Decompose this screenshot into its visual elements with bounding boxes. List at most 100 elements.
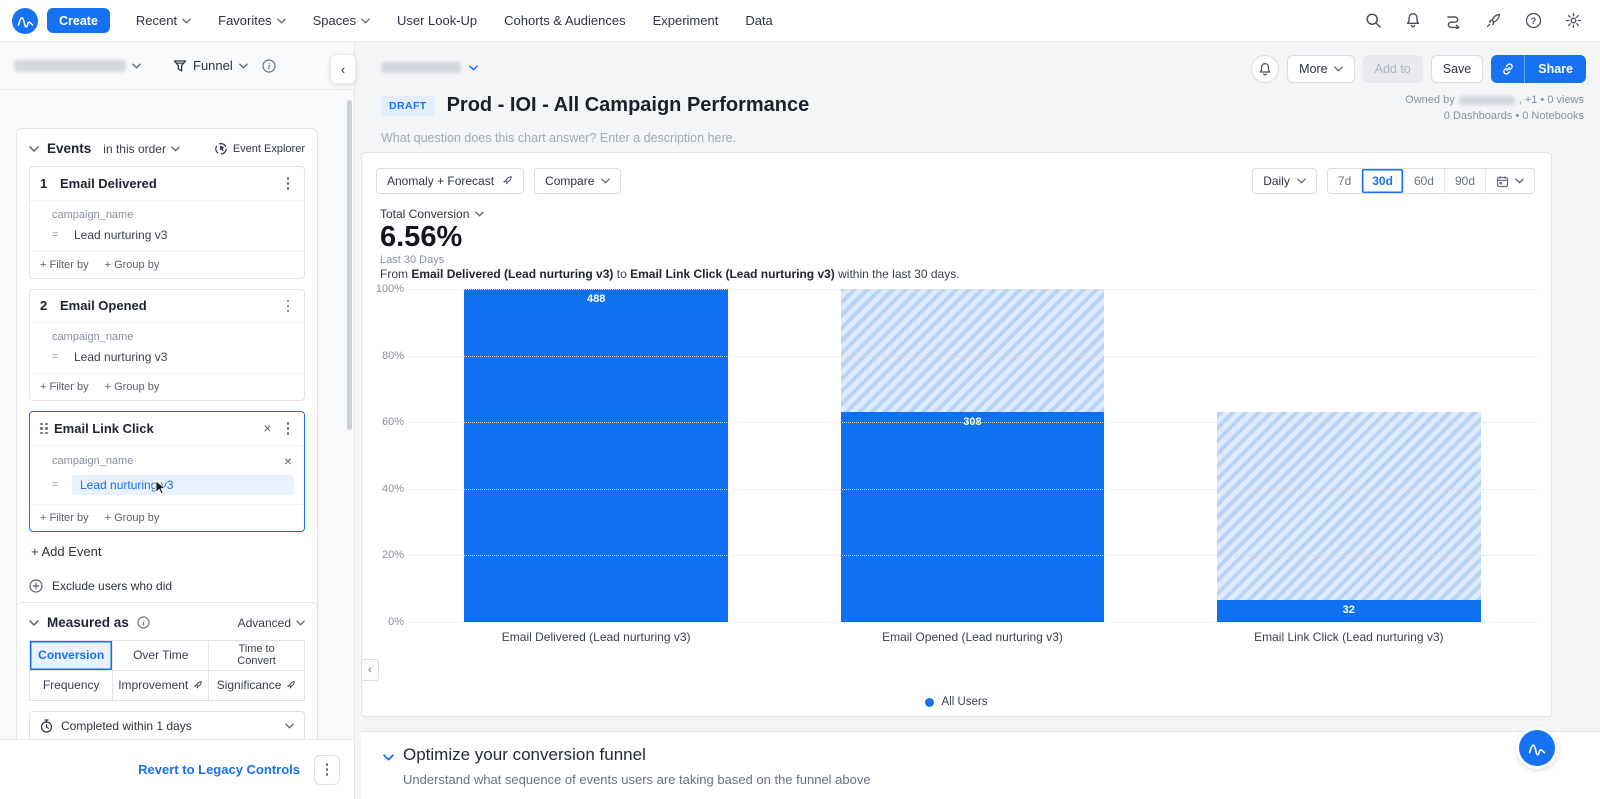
filter-property[interactable]: campaign_name <box>52 208 134 221</box>
main-content: More Add to Save Share Owned by, +1 • 0 … <box>355 42 1600 799</box>
collapse-chevron-icon[interactable] <box>29 619 39 626</box>
remove-event-icon[interactable]: × <box>263 420 272 437</box>
event-order-dropdown[interactable]: in this order <box>103 142 180 156</box>
event-menu-kebab-icon[interactable] <box>282 174 295 193</box>
event-name[interactable]: Email Link Click <box>54 420 154 436</box>
filter-operator[interactable]: = <box>52 478 59 491</box>
advanced-dropdown[interactable]: Advanced <box>238 616 305 630</box>
description-placeholder[interactable]: What question does this chart answer? En… <box>381 131 737 145</box>
drag-handle-icon[interactable] <box>40 422 48 434</box>
search-icon[interactable] <box>1364 12 1382 30</box>
range-30d-selected[interactable]: 30d <box>1361 169 1403 193</box>
event-card-2[interactable]: 2 Email Opened campaign_name = Lead nurtu… <box>29 288 305 401</box>
range-7d[interactable]: 7d <box>1337 174 1352 188</box>
legend-label[interactable]: All Users <box>941 696 988 708</box>
collapse-chevron-icon[interactable] <box>383 754 394 761</box>
share-button[interactable]: Share <box>1538 62 1573 76</box>
option-significance[interactable]: Significance <box>209 671 305 701</box>
metric-selector[interactable]: Total Conversion <box>380 207 485 221</box>
copy-link-button[interactable] <box>1491 55 1524 83</box>
amplitude-assistant-button[interactable] <box>1519 730 1555 766</box>
compare-button[interactable]: Compare <box>534 168 622 194</box>
funnel-bar[interactable]: 308 <box>840 289 1105 622</box>
bar-converted-segment[interactable]: 488 <box>464 289 728 622</box>
rocket-icon[interactable] <box>1484 12 1502 30</box>
sidebar-scrollbar[interactable] <box>347 100 352 430</box>
page-title[interactable]: Prod - IOI - All Campaign Performance <box>446 94 810 116</box>
bar-dropoff-hatch[interactable] <box>840 289 1105 412</box>
event-menu-kebab-icon[interactable] <box>282 297 295 316</box>
option-conversion[interactable]: Conversion <box>30 641 114 671</box>
amplitude-logo-icon[interactable] <box>12 7 38 34</box>
funnel-bar[interactable]: 488 <box>464 289 728 622</box>
filter-by-button[interactable]: + Filter by <box>40 511 89 524</box>
group-by-button[interactable]: + Group by <box>104 511 160 524</box>
option-frequency[interactable]: Frequency <box>30 671 114 701</box>
info-icon[interactable]: i <box>137 616 150 629</box>
save-button[interactable]: Save <box>1430 55 1484 83</box>
option-improvement[interactable]: Improvement <box>113 671 210 701</box>
insight-title[interactable]: Optimize your conversion funnel <box>403 745 646 764</box>
granularity-dropdown[interactable]: Daily <box>1252 168 1317 194</box>
filter-value[interactable]: Lead nurturing v3 <box>74 350 168 364</box>
owner-breadcrumb[interactable] <box>381 62 478 73</box>
project-selector-redacted[interactable] <box>14 59 126 72</box>
custom-date-button[interactable] <box>1485 169 1534 193</box>
option-over-time[interactable]: Over Time <box>113 641 210 671</box>
event-menu-kebab-icon[interactable] <box>282 419 295 438</box>
info-icon[interactable]: i <box>262 58 276 73</box>
sidebar: Funnel i ‹ Events in this order Event Ex… <box>0 42 356 799</box>
add-to-button[interactable]: Add to <box>1362 55 1423 83</box>
funnel-bar-slot: 32 <box>1161 289 1537 622</box>
nav-item-cohorts-audiences[interactable]: Cohorts & Audiences <box>504 13 626 28</box>
group-by-button[interactable]: + Group by <box>104 258 160 271</box>
filter-value-selected[interactable]: Lead nurturing v3 <box>72 474 294 495</box>
event-card-3-active[interactable]: Email Link Click × campaign_name × = Lead … <box>29 411 305 532</box>
event-name[interactable]: Email Opened <box>60 298 147 314</box>
nav-item-recent[interactable]: Recent <box>136 13 191 28</box>
bar-converted-segment[interactable]: 308 <box>840 411 1105 622</box>
scroll-left-button[interactable]: ‹ <box>361 659 379 681</box>
event-card-1[interactable]: 1 Email Delivered campaign_name = Lead nu… <box>29 166 305 279</box>
bar-converted-segment[interactable]: 32 <box>1217 600 1481 622</box>
event-name[interactable]: Email Delivered <box>60 175 157 191</box>
filter-operator[interactable]: = <box>52 351 59 363</box>
filter-by-button[interactable]: + Filter by <box>40 381 89 393</box>
event-explorer-button[interactable]: Event Explorer <box>215 142 305 155</box>
nav-item-data[interactable]: Data <box>745 13 773 28</box>
funnel-bar[interactable]: 32 <box>1217 289 1481 622</box>
chart-type-selector[interactable]: Funnel <box>173 58 248 73</box>
filter-property[interactable]: campaign_name <box>52 454 134 467</box>
filter-value[interactable]: Lead nurturing v3 <box>74 227 168 242</box>
nav-item-user-lookup[interactable]: User Look-Up <box>396 13 478 28</box>
range-90d[interactable]: 90d <box>1443 169 1485 193</box>
exclude-users-button[interactable]: Exclude users who did <box>29 579 305 593</box>
filter-property[interactable]: campaign_name <box>52 331 134 343</box>
pathfinder-route-icon[interactable] <box>1444 12 1462 30</box>
footer-kebab-button[interactable] <box>314 754 340 785</box>
range-60d[interactable]: 60d <box>1402 169 1444 193</box>
add-event-button[interactable]: + Add Event <box>31 543 102 559</box>
bar-dropoff-hatch[interactable] <box>1217 411 1481 601</box>
bell-icon <box>1259 62 1271 75</box>
anomaly-forecast-button[interactable]: Anomaly + Forecast <box>376 168 525 194</box>
nav-item-experiment[interactable]: Experiment <box>652 13 719 28</box>
nav-item-favorites[interactable]: Favorites <box>218 13 286 28</box>
filter-by-button[interactable]: + Filter by <box>40 258 89 271</box>
alerts-bell-button[interactable] <box>1251 55 1280 83</box>
nav-item-spaces[interactable]: Spaces <box>313 13 370 28</box>
filter-operator[interactable]: = <box>52 228 59 241</box>
group-by-button[interactable]: + Group by <box>104 381 160 393</box>
settings-gear-icon[interactable] <box>1564 12 1582 30</box>
conversion-window-dropdown[interactable]: Completed within 1 days <box>29 711 305 741</box>
create-button[interactable]: Create <box>47 8 110 33</box>
revert-legacy-link[interactable]: Revert to Legacy Controls <box>138 762 300 777</box>
date-range-segmented-control: 7d 30d 60d 90d <box>1326 168 1535 194</box>
more-button[interactable]: More <box>1287 55 1355 83</box>
notifications-bell-icon[interactable] <box>1404 12 1422 30</box>
help-icon[interactable]: ? <box>1524 12 1542 30</box>
option-time-to-convert[interactable]: Time to Convert <box>209 641 305 671</box>
sidebar-collapse-button[interactable]: ‹ <box>330 54 356 84</box>
remove-filter-icon[interactable]: × <box>283 452 292 469</box>
collapse-chevron-icon[interactable] <box>29 145 39 152</box>
